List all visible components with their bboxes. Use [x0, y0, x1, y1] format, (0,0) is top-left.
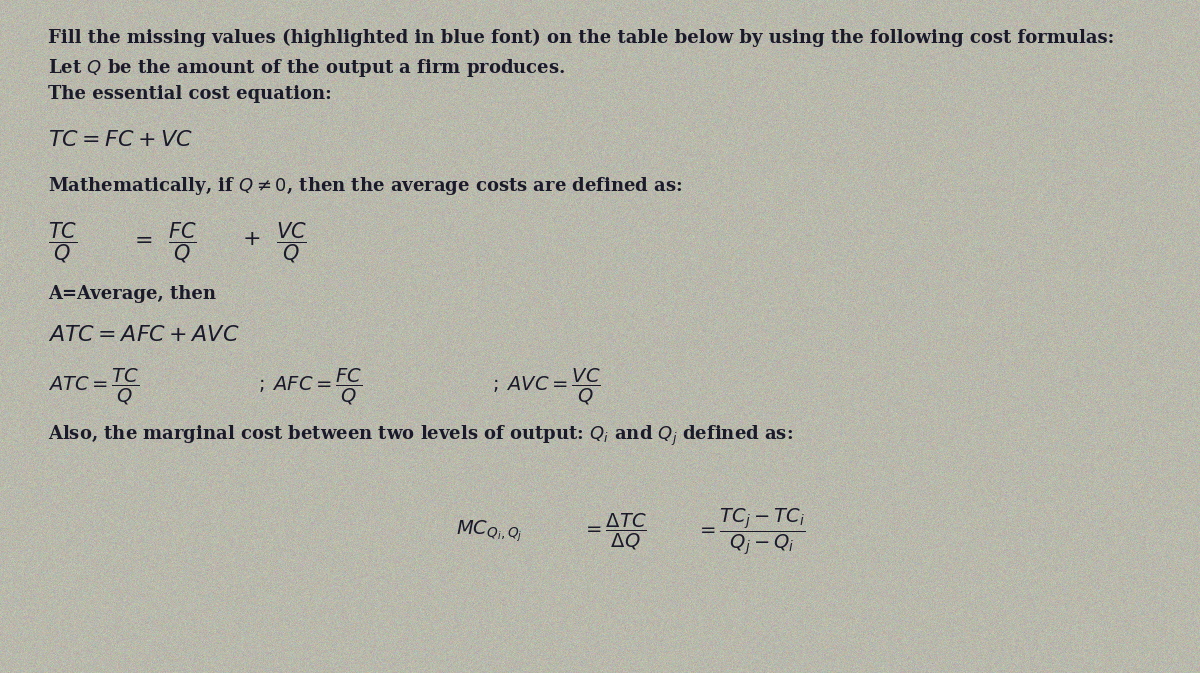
Text: $=$: $=$ [130, 228, 152, 250]
Text: $= \dfrac{\Delta TC}{\Delta Q}$: $= \dfrac{\Delta TC}{\Delta Q}$ [582, 511, 647, 552]
Text: $ATC = AFC + AVC$: $ATC = AFC + AVC$ [48, 324, 240, 347]
Text: $; \; AFC = \dfrac{FC}{Q}$: $; \; AFC = \dfrac{FC}{Q}$ [258, 367, 362, 407]
Text: Fill the missing values (highlighted in blue font) on the table below by using t: Fill the missing values (highlighted in … [48, 28, 1115, 46]
Text: Mathematically, if $Q \neq 0$, then the average costs are defined as:: Mathematically, if $Q \neq 0$, then the … [48, 175, 683, 197]
Text: $ATC = \dfrac{TC}{Q}$: $ATC = \dfrac{TC}{Q}$ [48, 367, 139, 407]
Text: $+$: $+$ [242, 228, 260, 250]
Text: $\dfrac{VC}{Q}$: $\dfrac{VC}{Q}$ [276, 220, 307, 264]
Text: Also, the marginal cost between two levels of output: $Q_i$ and $Q_j$ defined as: Also, the marginal cost between two leve… [48, 424, 793, 448]
Text: $\dfrac{FC}{Q}$: $\dfrac{FC}{Q}$ [168, 220, 197, 264]
Text: $= \dfrac{TC_j - TC_i}{Q_j - Q_i}$: $= \dfrac{TC_j - TC_i}{Q_j - Q_i}$ [696, 506, 805, 557]
Text: $; \; AVC = \dfrac{VC}{Q}$: $; \; AVC = \dfrac{VC}{Q}$ [492, 367, 601, 407]
Text: $MC_{Q_i, Q_j}$: $MC_{Q_i, Q_j}$ [456, 519, 522, 544]
Text: $TC = FC + VC$: $TC = FC + VC$ [48, 129, 193, 151]
Text: $\dfrac{TC}{Q}$: $\dfrac{TC}{Q}$ [48, 220, 77, 264]
Text: A=Average, then: A=Average, then [48, 285, 216, 304]
Text: The essential cost equation:: The essential cost equation: [48, 85, 331, 103]
Text: Let $Q$ be the amount of the output a firm produces.: Let $Q$ be the amount of the output a fi… [48, 57, 565, 79]
